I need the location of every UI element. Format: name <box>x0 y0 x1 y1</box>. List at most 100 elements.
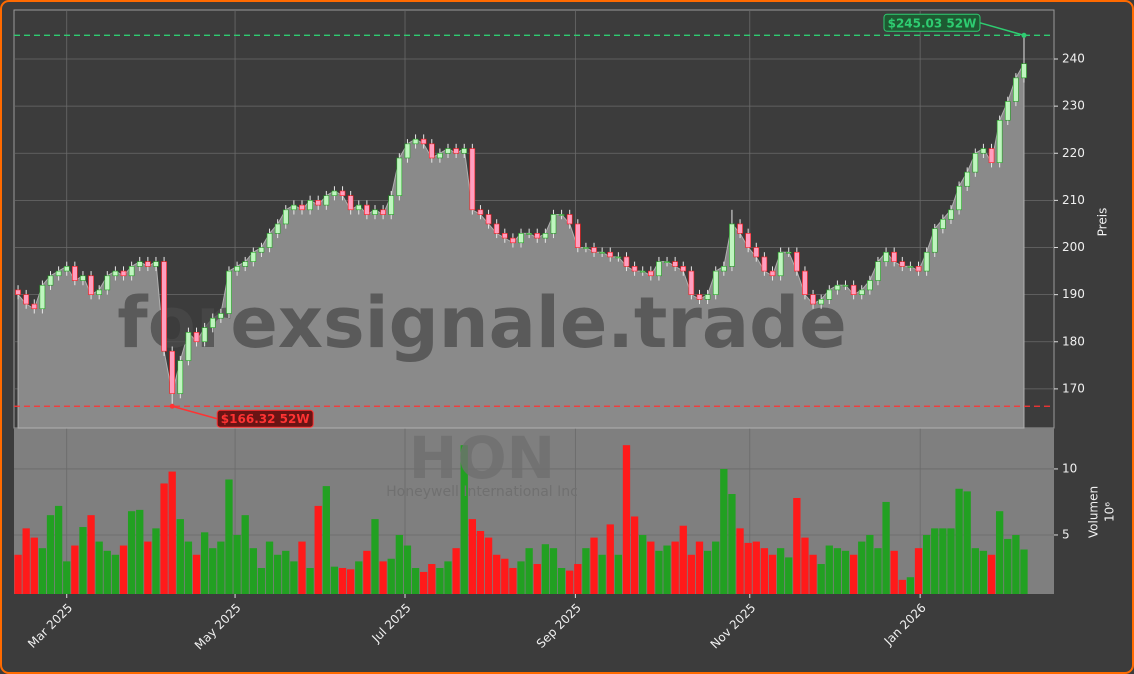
candle-body <box>518 233 524 244</box>
volume-bar <box>695 541 704 594</box>
candle-body <box>169 350 176 394</box>
annotation-box <box>216 409 314 428</box>
volume-bar <box>728 494 736 594</box>
volume-bar <box>290 561 298 594</box>
candle-body <box>493 223 500 234</box>
candle-body <box>380 209 386 215</box>
candle-body <box>274 223 281 234</box>
candle-body <box>566 214 573 225</box>
volume-bar <box>817 564 825 594</box>
annotation-arrow-head <box>169 403 175 409</box>
candle-body <box>956 185 962 211</box>
candle-body <box>428 143 435 159</box>
candle-body <box>907 266 914 268</box>
volume-bar <box>874 548 882 594</box>
volume-bar <box>444 561 452 594</box>
volume-bar <box>606 524 614 594</box>
volume-bar <box>793 497 801 594</box>
volume-bar <box>882 501 890 594</box>
volume-bar <box>363 550 371 594</box>
volume-bar <box>525 548 533 594</box>
volume-bar <box>144 541 152 594</box>
candle-body <box>355 204 362 211</box>
volume-bar <box>476 531 485 594</box>
candle-body <box>412 138 419 145</box>
volume-bar <box>703 550 712 594</box>
volume-bar <box>127 511 136 594</box>
volume-bar <box>54 505 63 594</box>
volume-bar <box>622 445 631 594</box>
candle-body <box>258 247 265 253</box>
volume-bar <box>987 554 996 594</box>
candle-body <box>745 233 751 248</box>
candle-body <box>777 251 784 277</box>
candle-body <box>323 195 330 206</box>
volume-layer <box>14 445 1028 594</box>
volume-bar <box>955 488 963 594</box>
candle-body <box>883 251 889 262</box>
volume-bar <box>720 468 728 594</box>
volume-bar <box>111 554 120 594</box>
candle-body <box>834 284 841 291</box>
volume-bar <box>257 567 266 594</box>
volume-bar <box>939 528 947 594</box>
candle-body <box>996 119 1003 163</box>
volume-bar <box>614 554 623 594</box>
volume-bar <box>833 548 842 594</box>
candle-body <box>639 270 646 273</box>
candle-body <box>477 209 484 215</box>
candle-body <box>850 284 857 295</box>
candle-body <box>948 209 954 220</box>
candle-body <box>980 148 987 154</box>
candle-body <box>501 233 508 239</box>
candle-body <box>794 251 800 272</box>
candle-body <box>193 332 200 343</box>
candle-body <box>177 360 184 394</box>
volume-bar <box>858 541 866 594</box>
annotation-arrow-head <box>1021 32 1027 38</box>
candle-body <box>940 218 946 229</box>
volume-bar <box>79 527 87 594</box>
candle-body <box>226 270 232 314</box>
volume-bar <box>63 561 71 594</box>
volume-bar <box>347 569 355 594</box>
volume-bar <box>217 541 225 594</box>
candle-body <box>875 261 881 281</box>
volume-bar <box>768 554 777 594</box>
volume-bar <box>192 554 201 594</box>
volume-bar <box>1020 549 1028 594</box>
candle-body <box>136 261 143 267</box>
candle-body <box>842 284 849 287</box>
candle-body <box>648 270 654 277</box>
volume-bar <box>776 548 785 594</box>
candle-body <box>299 204 305 211</box>
volume-bar <box>395 534 403 594</box>
volume-bar <box>671 541 679 594</box>
annotation-arrow <box>979 22 1025 37</box>
volume-bar <box>460 445 468 594</box>
volume-bar <box>1004 538 1012 594</box>
volume-bar <box>501 558 509 594</box>
volume-bar <box>387 558 395 594</box>
candle-body <box>802 270 808 295</box>
volume-bar <box>403 545 412 594</box>
volume-bar <box>801 537 809 594</box>
candle-body <box>469 148 476 211</box>
candle-body <box>201 327 208 343</box>
candle-body <box>550 214 557 234</box>
watermark: forexsignale.trade <box>117 282 846 364</box>
candle-body <box>282 209 289 225</box>
volume-bar <box>95 541 103 594</box>
volume-bar <box>30 537 38 594</box>
annotation-label: $166.32 52W <box>221 412 310 426</box>
candle-body <box>72 266 78 281</box>
volume-bar <box>574 564 582 594</box>
volume-bar <box>314 505 322 594</box>
volume-bar <box>379 561 387 594</box>
volume-bar <box>282 550 290 594</box>
volume-bar <box>785 557 793 594</box>
candle-body <box>696 294 703 300</box>
volume-bar <box>963 491 971 594</box>
